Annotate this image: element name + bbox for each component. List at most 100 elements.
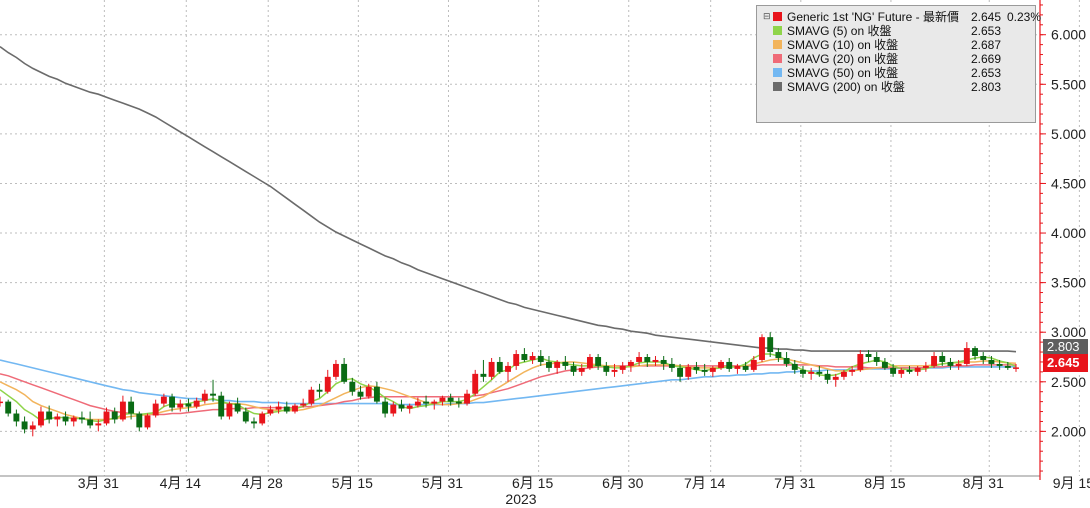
candle-body: [21, 421, 28, 430]
candle-body: [488, 361, 495, 377]
candle-body: [1013, 367, 1019, 369]
legend-value: 2.653: [971, 24, 1002, 38]
sma200-legend-swatch: [773, 82, 782, 91]
candle-body: [627, 361, 634, 366]
candlesticks: [0, 332, 1019, 437]
candle-body: [13, 413, 20, 422]
candle-body: [259, 413, 266, 424]
candle-body: [955, 363, 962, 366]
y-tick-label: 3.500: [1051, 275, 1086, 291]
candle-body: [988, 359, 995, 364]
candle-body: [865, 354, 872, 357]
candle-body: [439, 397, 446, 402]
legend-row-sma50: SMAVG (50) on 收盤 2.653: [763, 66, 1031, 80]
legend-name: Generic 1st 'NG' Future - 最新價: [787, 10, 959, 24]
x-tick-label: 3月 31: [78, 475, 119, 491]
legend-name: SMAVG (20) on 收盤: [787, 52, 899, 66]
sma200-line: [0, 45, 1017, 353]
candle-body: [382, 401, 389, 414]
candle-body: [677, 367, 684, 377]
candle-body: [980, 356, 987, 360]
candle-body: [922, 365, 929, 368]
year-label: 2023: [505, 491, 536, 507]
candle-body: [308, 389, 315, 404]
x-tick-label: 7月 31: [774, 475, 815, 491]
candle-body: [644, 357, 651, 362]
candle-body: [283, 406, 290, 412]
candle-body: [734, 365, 741, 369]
candle-body: [119, 401, 126, 420]
candle-body: [685, 366, 692, 377]
candle-body: [70, 417, 77, 422]
candle-body: [95, 423, 102, 426]
candle-body: [349, 381, 356, 392]
candle-body: [423, 401, 430, 404]
candle-body: [242, 411, 249, 422]
candle-body: [660, 359, 667, 364]
y-axis: 2.000 2.500 3.000 3.500 4.000 4.500 5.000 5.500…: [1039, 0, 1086, 480]
candle-body: [611, 369, 618, 372]
collapse-icon[interactable]: ⊟: [763, 11, 771, 21]
candle-body: [996, 363, 1003, 366]
y-tick-label: 2.000: [1051, 423, 1086, 439]
candle-body: [726, 361, 733, 369]
candle-body: [62, 416, 69, 422]
candle-body: [54, 416, 61, 420]
candle-body: [1004, 365, 1011, 368]
candle-body: [595, 357, 602, 366]
candle-body: [390, 404, 397, 414]
candle-body: [373, 386, 380, 402]
x-tick-label: 4月 28: [242, 475, 283, 491]
y-tick-label: 5.500: [1051, 76, 1086, 92]
price-legend-swatch: [773, 12, 782, 21]
candle-body: [414, 401, 421, 406]
candle-body: [619, 365, 626, 370]
candle-body: [251, 421, 257, 424]
x-tick-label: 6月 30: [602, 475, 643, 491]
candle-body: [169, 396, 176, 408]
candle-body: [652, 359, 659, 362]
legend-row-price: ⊟ Generic 1st 'NG' Future - 最新價 2.645 0.…: [763, 10, 1041, 24]
candle-body: [78, 417, 85, 420]
candle-body: [824, 373, 831, 380]
candle-body: [267, 409, 274, 414]
legend-value: 2.669: [971, 52, 1002, 66]
candle-body: [152, 403, 159, 416]
sma10-legend-swatch: [773, 40, 782, 49]
sma20-line: [0, 364, 1017, 416]
legend-row-sma5: SMAVG (5) on 收盤 2.653: [763, 24, 1031, 38]
candle-body: [0, 401, 3, 404]
candle-body: [136, 413, 143, 428]
candle-body: [873, 357, 880, 362]
candle-body: [693, 366, 700, 370]
x-axis: 3月 31 4月 14 4月 28 5月 15 5月 31 6月 15 6月 30 7月 14…: [0, 475, 1090, 491]
candle-body: [701, 369, 708, 372]
legend-row-sma20: SMAVG (20) on 收盤 2.669: [763, 52, 1031, 66]
candle-body: [521, 354, 528, 360]
candle-body: [939, 356, 946, 362]
candle-body: [537, 356, 544, 362]
candle-body: [29, 425, 36, 430]
y-tick-label: 3.000: [1051, 324, 1086, 340]
candle-body: [111, 411, 118, 420]
legend-name: SMAVG (50) on 收盤: [787, 66, 899, 80]
candle-body: [193, 400, 200, 407]
candle-body: [767, 337, 774, 353]
candle-body: [160, 396, 167, 404]
candle-body: [300, 403, 307, 406]
sma50-legend-swatch: [773, 68, 782, 77]
candle-body: [480, 373, 487, 377]
sma5-legend-swatch: [773, 26, 782, 35]
candle-body: [857, 354, 864, 370]
y-tick-label: 5.000: [1051, 126, 1086, 142]
candle-body: [849, 369, 856, 372]
legend-value: 2.687: [971, 38, 1002, 52]
candle-body: [185, 403, 192, 407]
candle-body: [496, 361, 503, 372]
candle-body: [562, 361, 569, 366]
candle-body: [513, 354, 520, 366]
candle-body: [554, 361, 561, 368]
candle-body: [914, 367, 921, 372]
legend-row-sma10: SMAVG (10) on 收盤 2.687: [763, 38, 1031, 52]
candle-body: [431, 401, 438, 404]
